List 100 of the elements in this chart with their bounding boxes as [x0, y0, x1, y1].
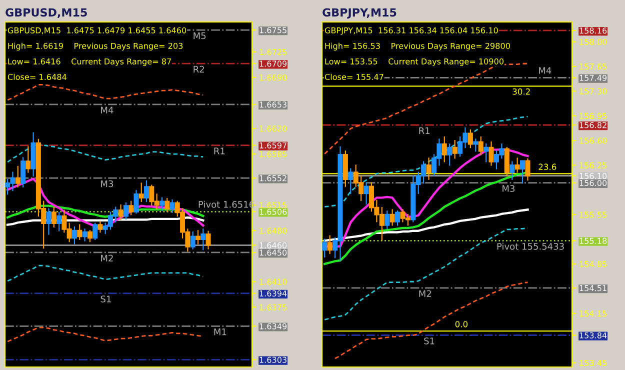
candlestick — [426, 158, 432, 180]
candlestick — [159, 197, 164, 211]
y-tick-label: 1.6653 — [260, 102, 286, 108]
candlestick — [170, 199, 175, 213]
candlestick — [484, 144, 489, 162]
ref-line-label: M5 — [194, 32, 206, 40]
candlestick — [82, 228, 88, 242]
candlestick — [92, 222, 98, 240]
candlestick — [384, 210, 390, 230]
candlestick — [118, 204, 124, 220]
candlestick — [144, 180, 150, 202]
y-tick-label: 1.6450 — [260, 250, 287, 256]
candlestick — [520, 160, 526, 184]
y-tick-label: 154.51 — [580, 285, 606, 292]
annotation: Low= 153.55 Current Days Range= 10900 — [325, 58, 504, 66]
annotation: 0.0 — [455, 321, 468, 328]
ref-line-label: M2 — [101, 254, 113, 262]
ref-line-label: M4 — [539, 67, 552, 74]
candlestick — [468, 129, 473, 148]
ref-line-label: R2 — [194, 66, 204, 73]
y-tick-label: 1.6690 — [260, 74, 287, 81]
y-tick-label: 1.6460 — [260, 242, 287, 248]
annotation: GBPJPY,M15 156.31 156.34 156.04 156.10 — [324, 27, 498, 35]
line-series — [324, 116, 528, 208]
candlestick — [478, 136, 484, 156]
candlestick — [510, 161, 515, 180]
y-tick-label: 154.85 — [580, 261, 606, 268]
y-tick-label: 1.6515 — [260, 202, 286, 208]
candlestick — [26, 146, 31, 173]
y-tick-label: 153.45 — [580, 360, 606, 366]
candlestick — [87, 230, 92, 242]
candlestick — [206, 230, 211, 250]
y-tick-label: 158.00 — [580, 38, 607, 45]
y-tick-label: 1.6709 — [260, 60, 287, 67]
y-tick-label: 1.6725 — [260, 48, 286, 56]
annotation: GBPUSD,M15 1.6475 1.6479 1.6455 1.6460 — [8, 27, 186, 34]
candlestick — [51, 206, 56, 228]
candlestick — [452, 140, 458, 159]
y-tick-label: 156.60 — [580, 138, 607, 144]
candlestick — [56, 212, 62, 232]
candlestick — [200, 228, 206, 250]
ref-line-label: S1 — [424, 337, 434, 344]
y-tick-label: 1.6620 — [260, 126, 287, 132]
y-tick-label: 1.6552 — [260, 175, 286, 182]
candlestick — [134, 190, 139, 214]
candlestick — [15, 166, 20, 188]
annotation: High= 156.53 Previous Days Range= 29800 — [325, 42, 510, 50]
y-tick-label: 1.6349 — [260, 323, 287, 330]
candlestick — [488, 141, 494, 166]
candlestick — [447, 144, 452, 166]
candlestick — [322, 238, 328, 258]
text: 23.6 — [538, 164, 556, 170]
candlestick — [77, 224, 82, 240]
candlestick — [504, 147, 510, 176]
ref-line-label: R1 — [214, 148, 225, 154]
candlestick — [72, 226, 77, 244]
y-tick-label: 155.55 — [580, 212, 606, 218]
ref-line-label: M1 — [214, 328, 226, 336]
candlestick — [327, 235, 332, 254]
candlestick — [348, 168, 354, 194]
y-tick-label: 155.18 — [580, 238, 607, 244]
y-tick-label: 154.15 — [580, 310, 606, 317]
y-tick-label: 157.30 — [580, 88, 607, 94]
annotation: Close= 1.6484 — [8, 74, 66, 80]
candlestick — [128, 200, 134, 216]
ref-line-label: Pivot 155.5433 — [497, 242, 564, 250]
line-series — [6, 326, 204, 342]
y-tick-label: 1.6303 — [260, 356, 286, 363]
candlestick — [514, 158, 520, 173]
annotation: 30.2 — [512, 88, 530, 95]
y-tick-label: 153.84 — [580, 332, 607, 338]
candlestick — [525, 158, 530, 181]
ref-line-label: M3 — [101, 180, 114, 188]
y-tick-label: 1.6597 — [260, 142, 286, 148]
line-series — [334, 282, 528, 360]
candlestick — [395, 210, 400, 226]
annotation: Low= 1.6416 Current Days Range= 87 — [8, 58, 171, 66]
y-tick-label: 1.6480 — [260, 228, 287, 234]
candlestick — [138, 182, 144, 202]
y-tick-label: 1.6375 — [260, 304, 286, 310]
ref-line-label: M4 — [101, 106, 114, 114]
candlestick — [390, 209, 395, 226]
chart-title: GBPUSD,M15 — [6, 8, 87, 18]
candlestick — [190, 232, 196, 250]
candlestick — [20, 157, 26, 188]
y-tick-label: 156.82 — [580, 122, 606, 128]
y-tick-label: 158.16 — [580, 28, 607, 34]
y-tick-label: 156.95 — [580, 112, 606, 120]
line-series — [6, 144, 204, 163]
y-tick-label: 1.6410 — [260, 278, 287, 285]
candlestick — [98, 221, 103, 233]
y-tick-label: 1.6506 — [260, 208, 287, 215]
line-series — [6, 84, 204, 101]
candlestick — [195, 230, 200, 244]
y-tick-label: 156.00 — [580, 180, 607, 186]
candlestick — [123, 202, 128, 220]
y-tick-label: 1.6755 — [260, 27, 286, 34]
ref-line-label: R1 — [419, 127, 430, 134]
annotation: Close= 155.47 — [324, 74, 384, 80]
ref-line-label: S1 — [100, 296, 111, 302]
